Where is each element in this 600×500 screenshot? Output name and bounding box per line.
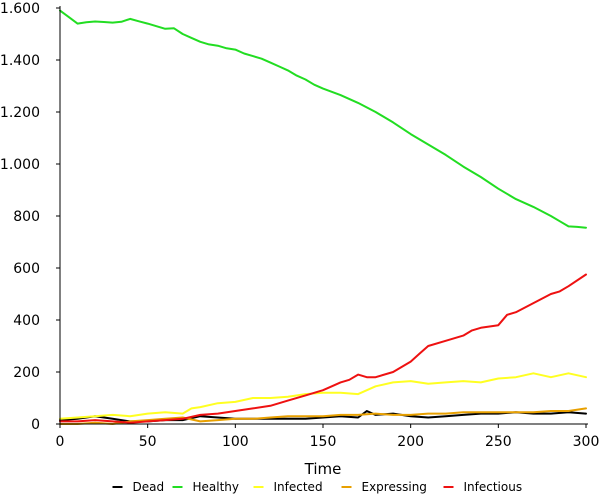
y-tick-label: 1.400 [0,53,40,69]
x-tick-label: 50 [139,434,157,450]
x-tick-label: 250 [485,434,512,450]
legend-label-healthy: Healthy [193,480,240,494]
y-tick-label: 1.000 [0,157,40,173]
x-tick-label: 150 [310,434,337,450]
legend: Dead Healthy Infected Expressing Infectious [112,480,523,494]
legend-label-infectious: Infectious [464,480,523,494]
legend-item-infected: Infected [253,480,323,494]
x-tick-label: 300 [573,434,600,450]
series-line-expressing [59,407,587,425]
y-tick-label: 200 [13,365,40,381]
plot-area [59,9,587,425]
legend-label-dead: Dead [133,480,165,494]
y-tick-label: 600 [13,261,40,277]
y-tick-label: 1.200 [0,105,40,121]
legend-label-expressing: Expressing [362,480,427,494]
x-tick-label: 0 [56,434,65,450]
legend-item-infectious: Infectious [443,480,523,494]
x-tick-label: 100 [222,434,249,450]
y-tick-label: 800 [13,209,40,225]
series-line-infectious [59,273,587,424]
y-tick-label: 0 [31,417,40,433]
y-tick-label: 1.600 [0,1,40,17]
y-tick-label: 400 [13,313,40,329]
legend-label-infected: Infected [274,480,323,494]
legend-item-expressing: Expressing [341,480,427,494]
x-axis-title: Time [304,460,342,478]
legend-item-healthy: Healthy [172,480,240,494]
x-tick-label: 200 [397,434,424,450]
series-line-healthy [59,9,587,229]
axes: 0 200 400 600 800 1.000 1.200 1.400 1.600 0 50 100 1… [0,1,599,450]
legend-item-dead: Dead [112,480,165,494]
